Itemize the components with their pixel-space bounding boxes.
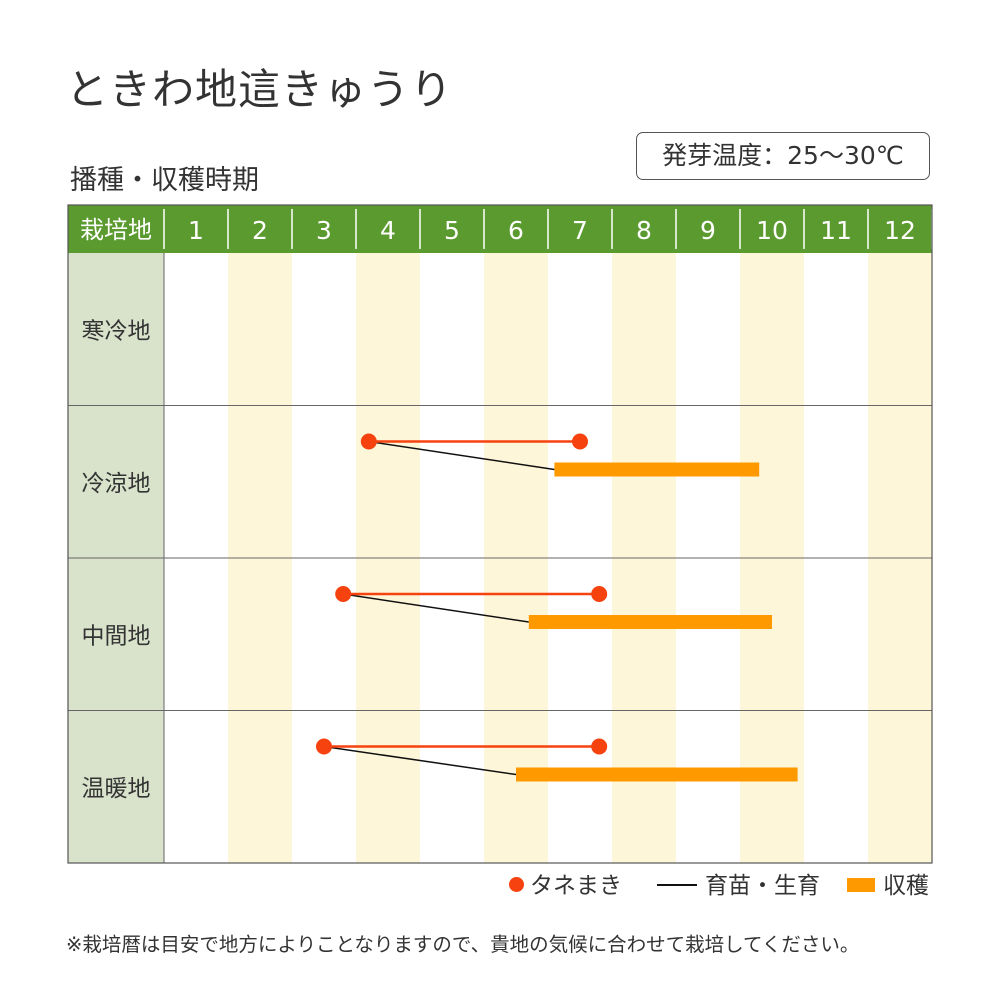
harvest-bar-2 [528,615,772,629]
harvest-bar-3 [516,767,798,782]
sowing-end-dot-2 [591,586,608,602]
month-header-4: 4 [380,216,396,245]
month-header-5: 5 [444,216,460,245]
region-label-0: 寒冷地 [82,318,151,344]
legend-growing-marker [657,883,697,886]
month-header-8: 8 [636,216,652,245]
legend-growing-label: 育苗・生育 [705,873,820,899]
harvest-bar-1 [554,462,760,477]
month-header-11: 11 [820,216,852,245]
month-header-7: 7 [572,216,588,245]
sowing-end-dot-3 [591,738,608,755]
growing-line-2 [343,593,529,623]
legend-sowing-label: タネまき [530,873,622,899]
temperature-badge: 発芽温度：25〜30℃ [636,132,930,180]
growing-line-3 [323,745,517,776]
footnote: ※栽培暦は目安で地方によりことなりますので、貴地の気候に合わせて栽培してください… [66,933,860,956]
chart-subtitle: 播種・収穫時期 [70,165,259,196]
month-header-10: 10 [756,216,788,245]
legend-harvest-label: 収穫 [883,873,929,899]
region-label-2: 中間地 [82,623,151,649]
legend-harvest-marker [847,877,875,892]
chart-legend: タネまき 育苗・生育 収穫 [505,870,935,902]
growing-line-1 [368,440,555,471]
page-title: ときわ地這きゅうり [66,65,454,114]
region-label-3: 温暖地 [82,776,151,802]
month-header-1: 1 [188,216,204,245]
header-label-region: 栽培地 [80,216,152,244]
month-header-12: 12 [884,216,916,245]
month-header-3: 3 [316,216,332,245]
sowing-start-dot-3 [316,738,332,755]
sowing-start-dot-1 [360,433,377,450]
chart-frame [67,204,933,864]
legend-item-sowing: タネまき [509,870,622,902]
month-header-2: 2 [252,216,268,245]
region-label-1: 冷涼地 [82,471,151,497]
month-header-9: 9 [700,216,716,245]
month-header-6: 6 [508,216,524,245]
legend-item-harvest: 収穫 [847,870,929,902]
header-background [68,205,932,253]
legend-sowing-marker [509,877,524,892]
sowing-start-dot-2 [335,586,352,602]
sowing-end-dot-1 [572,433,588,450]
legend-item-growing: 育苗・生育 [657,870,820,902]
